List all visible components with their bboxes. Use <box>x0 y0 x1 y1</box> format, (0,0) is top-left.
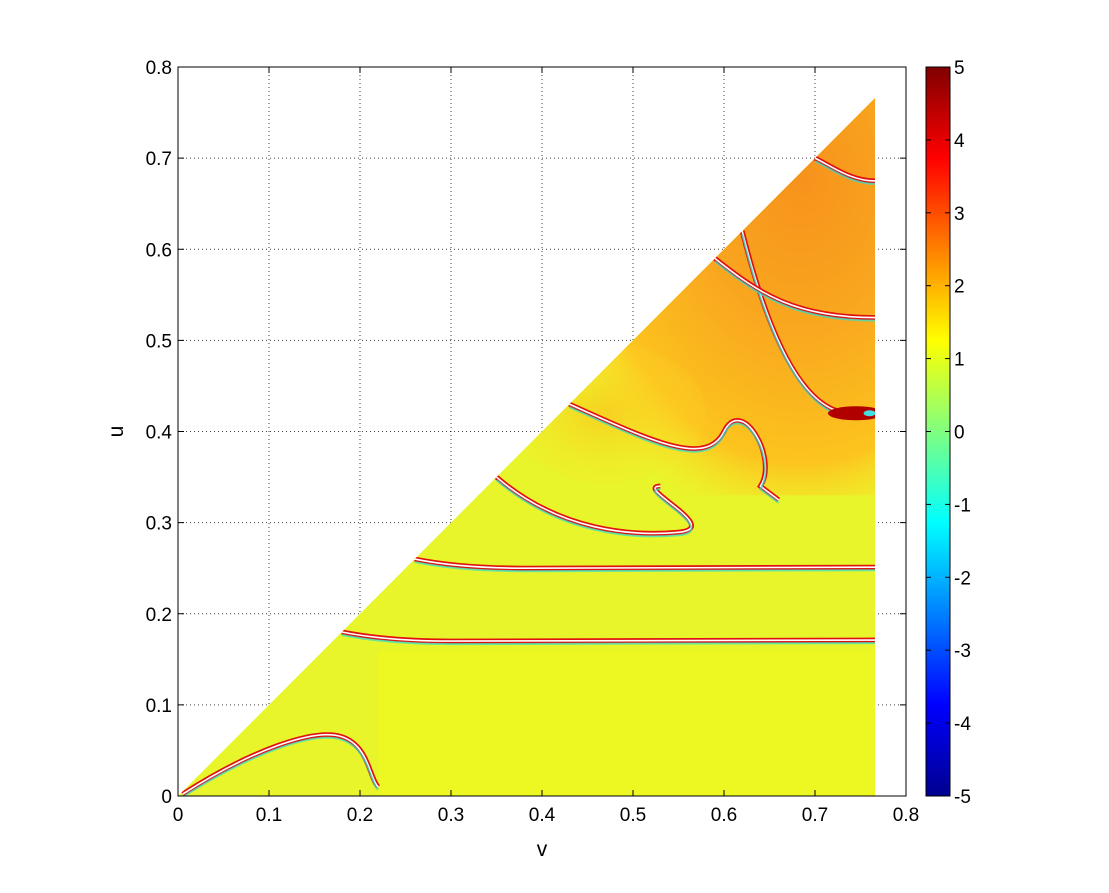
colorbar-tick-labels: 5 4 3 2 1 0 -1 -2 -3 -4 -5 <box>926 58 971 808</box>
field-band-6-core <box>814 157 876 182</box>
field-band-2-core <box>495 476 693 535</box>
y-tick-label: 0.2 <box>146 605 172 626</box>
colorbar: 5 4 3 2 1 0 -1 -2 -3 -4 -5 <box>925 58 971 808</box>
field-band-3-cyan <box>568 406 780 504</box>
field-lobe <box>827 406 876 421</box>
x-tick-label: 0.8 <box>893 805 919 826</box>
field-warm-patch <box>505 343 706 484</box>
x-tick-label: 0.5 <box>620 805 646 826</box>
colorbar-tick-label: -4 <box>954 714 971 735</box>
x-tick-labels: 0 0.1 0.2 0.3 0.4 0.5 0.6 0.7 0.8 <box>173 67 919 826</box>
x-tick-label: 0 <box>173 805 184 826</box>
colorbar-tick-label: 0 <box>954 423 965 444</box>
y-tick-label: 0.4 <box>146 423 173 444</box>
x-tick-label: 0.2 <box>347 805 373 826</box>
y-axis-label: u <box>105 426 128 438</box>
field-band-6-cyan <box>814 160 876 185</box>
y-tick-label: 0.5 <box>146 331 172 352</box>
field-band-0-cyan <box>341 633 876 646</box>
x-axis-label: v <box>537 838 548 861</box>
y-tick-labels: 0 0.1 0.2 0.3 0.4 0.5 0.6 0.7 0.8 <box>146 58 906 808</box>
x-tick-label: 0.7 <box>802 805 828 826</box>
y-tick-label: 0 <box>161 787 172 808</box>
y-tick-label: 0.7 <box>146 149 172 170</box>
colorbar-tick-label: 5 <box>954 58 965 79</box>
field-band-5-cyan <box>714 260 876 322</box>
field-lower-region <box>378 650 876 796</box>
x-tick-label: 0.4 <box>529 805 556 826</box>
colorbar-tick-label: 2 <box>954 277 965 298</box>
field-band-0-core <box>341 631 876 642</box>
y-tick-label: 0.1 <box>146 696 172 717</box>
colorbar-tick-label: 4 <box>954 131 965 152</box>
x-tick-label: 0.3 <box>438 805 464 826</box>
field-lobe-core <box>863 410 876 417</box>
field-band-arch-core <box>182 733 379 795</box>
field-band-5-core <box>714 257 876 319</box>
y-tick-label: 0.8 <box>146 58 172 79</box>
field-band-1-cyan <box>414 561 876 573</box>
colorbar-tick-label: -1 <box>954 495 971 516</box>
colorbar-tick-label: -3 <box>954 641 971 662</box>
field-band-2-cyan <box>495 479 693 538</box>
y-tick-label: 0.6 <box>146 240 172 261</box>
colorbar-tick-label: 3 <box>954 204 965 225</box>
y-tick-label: 0.3 <box>146 514 172 535</box>
colorbar-tick-label: -2 <box>954 568 971 589</box>
colorbar-tick-label: -5 <box>954 787 971 808</box>
field-band-1-core <box>414 558 876 569</box>
field-band-arch-cyan <box>182 736 379 797</box>
heatmap-field <box>178 97 876 797</box>
x-tick-label: 0.6 <box>711 805 737 826</box>
colorbar-tick-label: 1 <box>954 350 965 371</box>
x-tick-label: 0.1 <box>256 805 282 826</box>
